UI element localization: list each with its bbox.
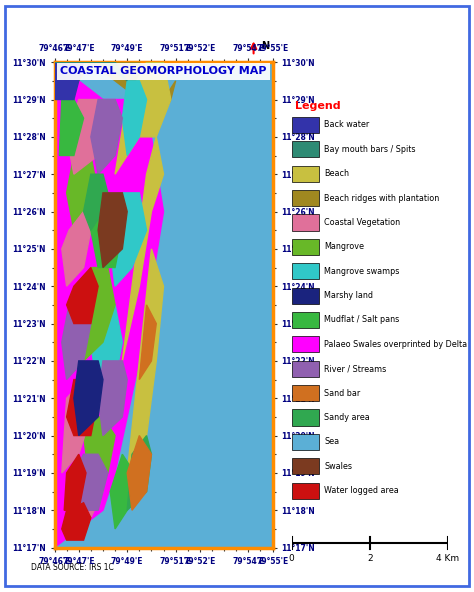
Text: 0: 0 (289, 554, 294, 562)
Bar (292, 141, 319, 157)
Bar (292, 239, 319, 255)
Text: Beach: Beach (324, 169, 349, 178)
Polygon shape (122, 137, 164, 361)
Polygon shape (55, 62, 83, 99)
Polygon shape (98, 193, 127, 268)
Text: Water logged area: Water logged area (324, 486, 399, 495)
Text: 2: 2 (367, 554, 373, 562)
Bar (292, 385, 319, 401)
Bar (292, 410, 319, 426)
Bar (292, 263, 319, 279)
Polygon shape (91, 211, 122, 268)
Bar (292, 288, 319, 304)
Polygon shape (79, 268, 115, 361)
Text: 4 Km: 4 Km (437, 554, 459, 562)
Polygon shape (91, 305, 122, 398)
Polygon shape (67, 99, 108, 174)
Text: Swales: Swales (324, 462, 352, 471)
Text: Palaeo Swales overprinted by Delta: Palaeo Swales overprinted by Delta (324, 340, 467, 349)
Polygon shape (122, 81, 146, 156)
Polygon shape (67, 268, 98, 324)
Bar (292, 336, 319, 352)
Polygon shape (108, 193, 146, 286)
Text: Legend: Legend (295, 101, 341, 111)
Bar (292, 434, 319, 450)
Polygon shape (55, 62, 127, 81)
Bar (292, 166, 319, 182)
Bar (292, 214, 319, 230)
Bar (292, 117, 319, 133)
Polygon shape (62, 503, 91, 540)
Text: Sand bar: Sand bar (324, 388, 361, 398)
Polygon shape (83, 174, 108, 230)
Polygon shape (139, 305, 156, 379)
Polygon shape (91, 99, 122, 174)
Bar (292, 361, 319, 377)
Bar (292, 312, 319, 328)
Bar (292, 190, 319, 206)
Polygon shape (62, 305, 91, 379)
Polygon shape (127, 436, 151, 510)
Bar (292, 458, 319, 474)
Text: COASTAL GEOMORPHOLOGY MAP: COASTAL GEOMORPHOLOGY MAP (60, 66, 267, 76)
Polygon shape (127, 436, 151, 510)
Polygon shape (64, 454, 86, 510)
Text: Coastal Vegetation: Coastal Vegetation (324, 218, 401, 227)
Polygon shape (110, 454, 135, 529)
Polygon shape (67, 379, 98, 436)
Text: Bay mouth bars / Spits: Bay mouth bars / Spits (324, 145, 416, 154)
Text: N: N (261, 41, 270, 50)
Text: Sandy area: Sandy area (324, 413, 370, 422)
Text: Mudflat / Salt pans: Mudflat / Salt pans (324, 316, 400, 324)
Bar (292, 482, 319, 498)
Text: Back water: Back water (324, 121, 370, 130)
Polygon shape (62, 379, 91, 473)
Text: Sea: Sea (324, 437, 339, 446)
Polygon shape (79, 62, 176, 137)
Text: Marshy land: Marshy land (324, 291, 374, 300)
Text: River / Streams: River / Streams (324, 364, 387, 373)
Text: DATA SOURCE: IRS 1C: DATA SOURCE: IRS 1C (31, 562, 114, 572)
Polygon shape (127, 62, 273, 548)
Polygon shape (67, 156, 98, 230)
Polygon shape (98, 361, 127, 436)
Text: Mangrove swamps: Mangrove swamps (324, 267, 400, 276)
Text: Mangrove: Mangrove (324, 242, 365, 252)
Polygon shape (74, 454, 108, 510)
Polygon shape (115, 62, 171, 174)
Polygon shape (74, 361, 103, 436)
Polygon shape (83, 417, 115, 491)
Polygon shape (67, 473, 103, 529)
Polygon shape (55, 62, 164, 548)
Text: Beach ridges with plantation: Beach ridges with plantation (324, 194, 439, 202)
Polygon shape (62, 211, 91, 286)
Polygon shape (127, 249, 164, 473)
Polygon shape (59, 99, 83, 156)
